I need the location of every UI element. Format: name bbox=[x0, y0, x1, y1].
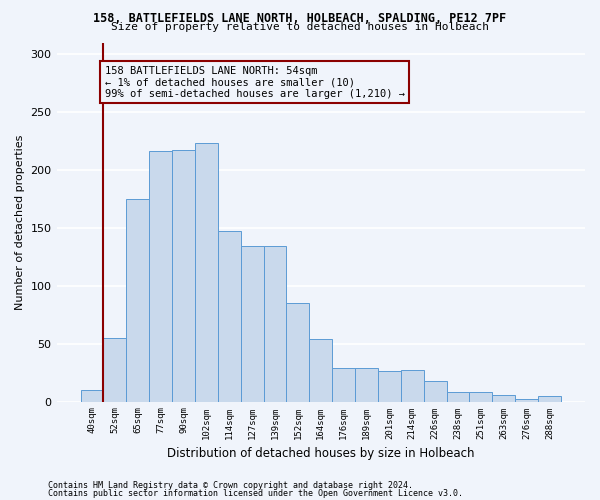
Bar bbox=[172, 150, 195, 402]
Bar bbox=[515, 399, 538, 402]
Bar bbox=[218, 232, 241, 402]
Bar bbox=[263, 246, 286, 402]
Bar bbox=[103, 338, 127, 402]
Bar bbox=[332, 368, 355, 402]
Text: Size of property relative to detached houses in Holbeach: Size of property relative to detached ho… bbox=[111, 22, 489, 32]
Bar bbox=[127, 199, 149, 402]
Bar bbox=[149, 152, 172, 402]
Text: Contains public sector information licensed under the Open Government Licence v3: Contains public sector information licen… bbox=[48, 488, 463, 498]
Text: 158, BATTLEFIELDS LANE NORTH, HOLBEACH, SPALDING, PE12 7PF: 158, BATTLEFIELDS LANE NORTH, HOLBEACH, … bbox=[94, 12, 506, 26]
Bar bbox=[286, 303, 310, 402]
Bar bbox=[310, 339, 332, 402]
Y-axis label: Number of detached properties: Number of detached properties bbox=[15, 134, 25, 310]
Bar bbox=[80, 390, 103, 402]
Bar bbox=[401, 370, 424, 402]
Text: Contains HM Land Registry data © Crown copyright and database right 2024.: Contains HM Land Registry data © Crown c… bbox=[48, 481, 413, 490]
Bar bbox=[241, 246, 263, 402]
Bar bbox=[378, 372, 401, 402]
Bar bbox=[469, 392, 493, 402]
X-axis label: Distribution of detached houses by size in Holbeach: Distribution of detached houses by size … bbox=[167, 447, 475, 460]
Bar bbox=[493, 394, 515, 402]
Bar bbox=[424, 380, 446, 402]
Bar bbox=[446, 392, 469, 402]
Text: 158 BATTLEFIELDS LANE NORTH: 54sqm
← 1% of detached houses are smaller (10)
99% : 158 BATTLEFIELDS LANE NORTH: 54sqm ← 1% … bbox=[104, 66, 404, 99]
Bar bbox=[538, 396, 561, 402]
Bar bbox=[195, 144, 218, 402]
Bar bbox=[355, 368, 378, 402]
